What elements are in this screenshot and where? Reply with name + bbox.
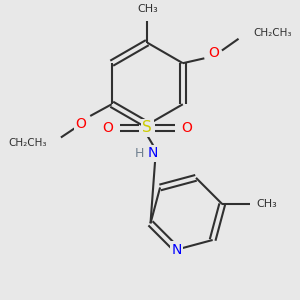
Text: N: N bbox=[148, 146, 158, 160]
Text: S: S bbox=[142, 120, 152, 135]
Text: H: H bbox=[135, 147, 144, 160]
Text: CH₂CH₃: CH₂CH₃ bbox=[253, 28, 292, 38]
Text: O: O bbox=[181, 121, 192, 135]
Text: CH₃: CH₃ bbox=[137, 4, 158, 14]
Text: N: N bbox=[172, 243, 182, 256]
Text: O: O bbox=[103, 121, 114, 135]
Text: CH₂CH₃: CH₂CH₃ bbox=[9, 138, 47, 148]
Text: O: O bbox=[75, 117, 86, 131]
Text: CH₃: CH₃ bbox=[257, 199, 278, 209]
Text: O: O bbox=[209, 46, 220, 60]
